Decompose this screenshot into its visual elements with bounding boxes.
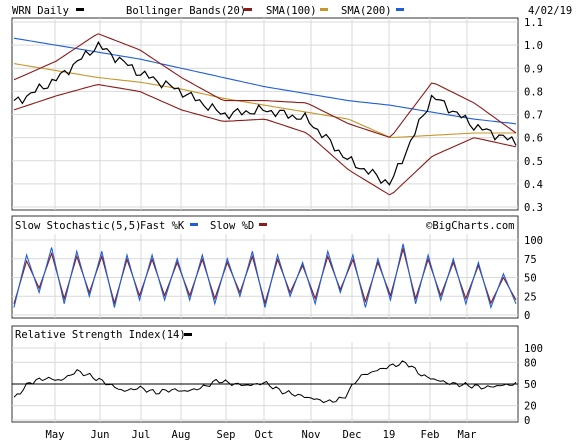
stochastic-title: Slow Stochastic(5,5) — [15, 220, 141, 232]
series-fast-k — [13, 243, 517, 310]
x-tick-label-may: May — [46, 429, 65, 441]
rsi-swatch — [184, 333, 192, 336]
stochastic-tick-100: 100 — [524, 235, 543, 247]
stochastic-tick-0: 0 — [524, 310, 530, 322]
x-tick-label-aug: Aug — [172, 429, 191, 441]
x-tick-label-nov: Nov — [302, 429, 321, 441]
stochastic-series — [13, 243, 517, 310]
series-wrn-daily — [13, 40, 517, 186]
rsi-y-ticks: 100 80 50 20 0 — [524, 343, 543, 427]
stochastic-slow-label: Slow %D — [210, 220, 254, 232]
x-tick-label-sep: Sep — [217, 429, 236, 441]
price-tick-0.6: 0.6 — [524, 133, 543, 145]
x-tick-label-oct: Oct — [255, 429, 274, 441]
stochastic-y-ticks: 100 75 50 25 0 — [524, 235, 543, 322]
price-tick-0.4: 0.4 — [524, 179, 543, 191]
bigcharts-watermark: ©BigCharts.com — [426, 220, 515, 232]
legend-sma200-label: SMA(200) — [341, 5, 392, 17]
x-tick-label-feb: Feb — [421, 429, 440, 441]
legend-bollinger-label: Bollinger Bands(20) — [126, 5, 246, 17]
x-tick-label-19: 19 — [383, 429, 396, 441]
stochastic-slow-swatch — [259, 223, 267, 226]
price-grid — [12, 18, 518, 210]
rsi-tick-20: 20 — [524, 401, 537, 413]
price-panel: 1.1 1.0 0.9 0.8 0.7 0.6 0.5 0.4 0.3 — [11, 17, 543, 214]
ticker-label: WRN Daily — [12, 5, 69, 17]
x-tick-label-dec: Dec — [343, 429, 362, 441]
rsi-tick-0: 0 — [524, 415, 530, 427]
price-series — [13, 33, 517, 196]
series-sma-100 — [13, 63, 516, 139]
x-tick-label-jul: Jul — [132, 429, 151, 441]
x-tick-label-mar: Mar — [458, 429, 477, 441]
price-tick-1.1: 1.1 — [524, 17, 543, 29]
price-tick-0.8: 0.8 — [524, 86, 543, 98]
series-bollinger-bands-20-upper — [13, 33, 517, 138]
legend-sma200-swatch — [396, 8, 404, 11]
stochastic-panel: Slow Stochastic(5,5) Fast %K Slow %D ©Bi… — [11, 215, 543, 322]
ticker-swatch — [76, 8, 84, 11]
stochastic-tick-75: 75 — [524, 254, 537, 266]
header-date: 4/02/19 — [528, 5, 572, 17]
price-tick-0.5: 0.5 — [524, 156, 543, 168]
stochastic-tick-50: 50 — [524, 273, 537, 285]
series-bollinger-bands-20-lower — [13, 84, 517, 196]
legend-bollinger-swatch — [244, 8, 252, 11]
stochastic-fast-label: Fast %K — [140, 220, 185, 232]
price-tick-0.7: 0.7 — [524, 110, 543, 122]
rsi-title: Relative Strength Index(14) — [15, 329, 186, 341]
rsi-tick-50: 50 — [524, 379, 537, 391]
legend-sma100-swatch — [320, 8, 328, 11]
series-relative-strength-index-14 — [13, 360, 517, 404]
rsi-series — [13, 360, 517, 404]
price-tick-1.0: 1.0 — [524, 40, 543, 52]
x-axis-labels: May Jun Jul Aug Sep Oct Nov Dec 19 Feb Mar — [46, 429, 477, 441]
price-tick-0.3: 0.3 — [524, 202, 543, 214]
rsi-grid — [12, 342, 518, 422]
x-tick-label-jun: Jun — [91, 429, 110, 441]
stochastic-fast-swatch — [190, 223, 198, 226]
stochastic-grid — [12, 234, 518, 318]
price-tick-0.9: 0.9 — [524, 63, 543, 75]
rsi-tick-100: 100 — [524, 343, 543, 355]
rsi-panel: Relative Strength Index(14) 100 80 50 20 0 — [11, 325, 543, 427]
series-sma-200 — [13, 37, 517, 125]
legend-sma100-label: SMA(100) — [266, 5, 317, 17]
price-y-ticks: 1.1 1.0 0.9 0.8 0.7 0.6 0.5 0.4 0.3 — [524, 17, 543, 214]
stochastic-tick-25: 25 — [524, 291, 537, 303]
rsi-tick-80: 80 — [524, 357, 537, 369]
